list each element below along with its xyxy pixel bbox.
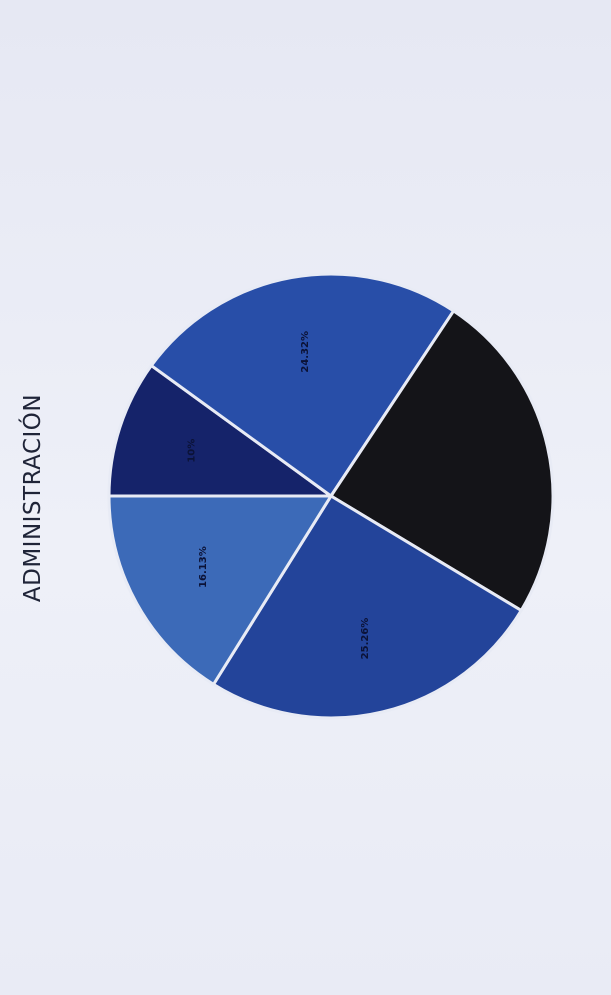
pie-slice-3 (211, 493, 524, 720)
pie-slice-2 (328, 308, 555, 613)
chart-title: ADMINISTRACIÓN (18, 394, 46, 602)
pie-slice-label-0: 10% (187, 439, 198, 463)
pie-slice-label-3: 25.26% (360, 618, 371, 660)
pie-slice-4 (107, 494, 334, 687)
pie-slice-label-1: 24.32% (300, 331, 311, 373)
pie-slice-0 (107, 363, 336, 498)
pie-labels: 10% 24.32% 25.26% 16.13% (187, 331, 372, 659)
pie-slices (107, 272, 555, 720)
pie-slice-label-4: 16.13% (198, 546, 209, 588)
pie-slice-1 (149, 272, 456, 499)
